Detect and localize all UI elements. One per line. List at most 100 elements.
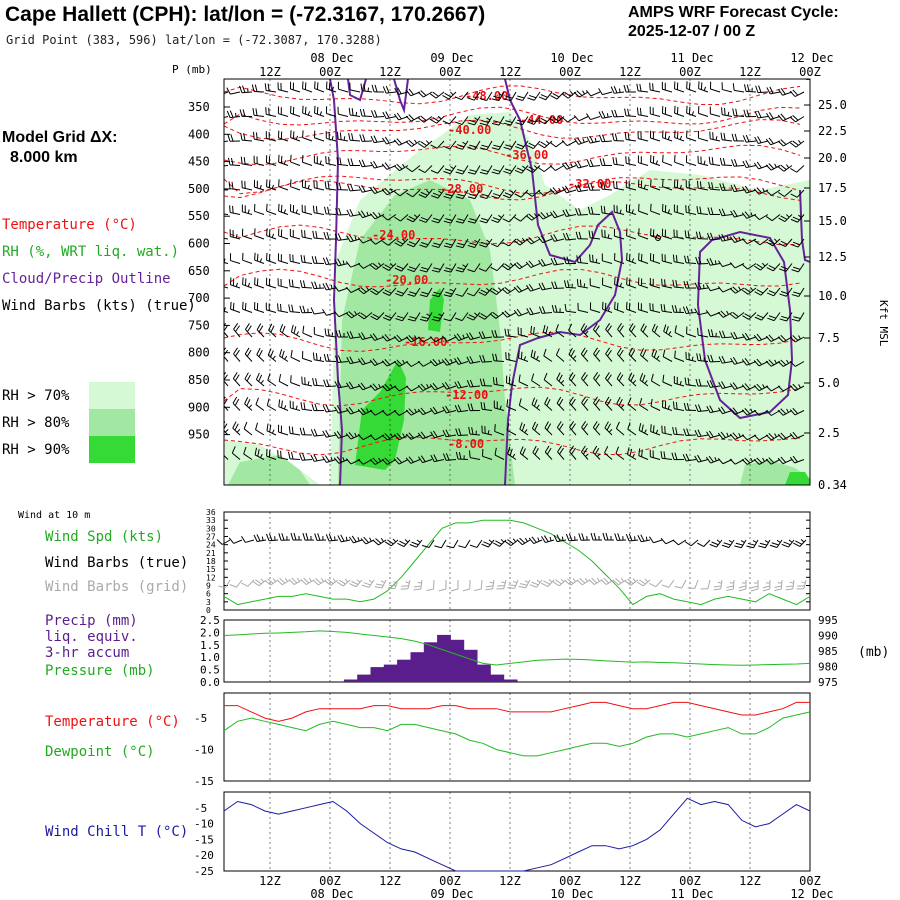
wind-barb [789, 139, 805, 148]
wind-barb [227, 134, 241, 142]
pressure-line [223, 630, 811, 666]
wind-barb [442, 405, 457, 414]
wind-barb [443, 312, 457, 322]
wind-barb [563, 256, 577, 265]
wind-barb [580, 323, 589, 338]
wind-barb [491, 116, 505, 126]
wind-barb [430, 454, 445, 463]
wind-barb [732, 83, 745, 93]
wind-barb [323, 353, 337, 362]
temperature-contour [224, 224, 801, 246]
wind-barb [601, 229, 613, 240]
wind-barb [624, 132, 637, 142]
wind-barb [443, 238, 457, 249]
precip-tick: 0.5 [200, 664, 220, 677]
wind-barb [455, 189, 469, 200]
wind-barb [551, 305, 565, 313]
wind-barb [777, 385, 793, 392]
wind-barb [586, 159, 601, 168]
pressure-axis-title: P (mb) [172, 63, 212, 76]
pressure-tick-right: 975 [818, 676, 838, 689]
wind-barb [741, 358, 757, 366]
rh-key-swatch-70 [89, 382, 135, 409]
wind-barb [685, 351, 697, 362]
wind-barb [478, 331, 493, 339]
top-date-label: 11 Dec [670, 51, 713, 65]
wind-barb [648, 536, 663, 544]
wind-barb [697, 130, 709, 142]
pressure-tick: 550 [188, 209, 210, 223]
wind-barb [312, 205, 325, 215]
wind-barb [684, 377, 697, 387]
top-hour-label: 00Z [319, 65, 341, 79]
page-title: Cape Hallett (CPH): lat/lon = (-72.3167,… [5, 3, 486, 26]
wind-barb [753, 238, 769, 246]
wind-barb [671, 305, 685, 313]
wind-barb [694, 429, 709, 438]
wind-barb [453, 333, 469, 342]
wind-barb [256, 347, 265, 362]
wind-barb [393, 112, 409, 121]
wind-barb [729, 382, 745, 390]
wind-barb [335, 182, 349, 191]
wind-barb [326, 81, 337, 93]
wind-barb [466, 287, 481, 297]
wind-barb [598, 110, 613, 119]
wind-barb [519, 422, 529, 436]
wind-barb [336, 131, 349, 142]
wind-barb [482, 449, 493, 460]
wind-barb [279, 348, 289, 362]
wind-barb [224, 165, 229, 167]
pressure-tick: 450 [188, 155, 210, 169]
wind-barb [562, 185, 577, 194]
wind-barb [268, 323, 277, 338]
wind-barb [599, 158, 613, 166]
wind-barb [791, 263, 805, 273]
wind-barb [346, 331, 361, 339]
wind-barb [528, 536, 543, 545]
wind-barb [446, 539, 459, 549]
wind-barb [313, 155, 325, 166]
wind-barb [345, 431, 361, 440]
wind-barb [382, 85, 397, 94]
wind-barb [682, 453, 697, 462]
wind-barb [438, 579, 447, 592]
wind-barb [467, 403, 481, 412]
wind-barb [229, 253, 241, 264]
wind-barb [230, 277, 241, 289]
wind-barb [393, 410, 409, 416]
wind-speed-tick: 0 [206, 606, 211, 615]
wind-barb [333, 456, 349, 464]
wind-barb [694, 454, 709, 463]
wind-barb [674, 81, 685, 93]
wind-barb [581, 421, 589, 436]
wind-barb [746, 539, 759, 549]
wind-barb [400, 579, 411, 590]
wind-barb [538, 282, 553, 291]
wind-barb [395, 312, 409, 322]
wind-chill-panel-frame [223, 791, 811, 872]
wind-barb [612, 157, 625, 166]
bottom-hour-label: 00Z [559, 874, 581, 888]
wind-barb [455, 263, 469, 273]
wind-barb [290, 130, 301, 142]
wind-barb [417, 407, 433, 416]
wind-barb [541, 535, 555, 544]
wind-chill-tick: -15 [194, 833, 214, 846]
wind-barb [543, 348, 553, 362]
wind-barb [370, 135, 385, 144]
wind-barb [455, 140, 469, 150]
wind-barb [698, 81, 709, 93]
wind-barb [300, 254, 313, 264]
wind-barb [278, 533, 291, 541]
wind-barb [616, 396, 625, 411]
wind-barb [417, 115, 433, 123]
wind-barb [719, 157, 733, 166]
wind-barb [513, 308, 529, 317]
wind-barb [556, 396, 565, 411]
wind-barb [224, 91, 229, 94]
wind-barb [394, 263, 409, 272]
wind-barb [720, 132, 733, 142]
wind-barb [706, 258, 721, 266]
bottom-hour-label: 12Z [259, 874, 281, 888]
